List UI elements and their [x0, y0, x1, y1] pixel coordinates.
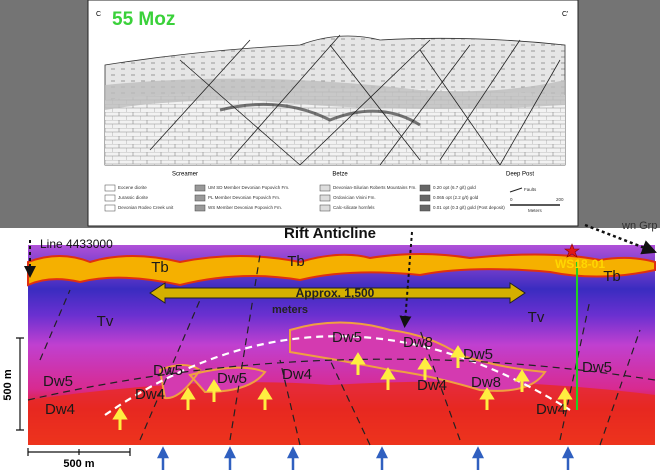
- drillhole-label: WS18-01: [555, 257, 605, 271]
- place: Deep Post: [506, 172, 534, 178]
- blue-arrow: [375, 446, 389, 470]
- unit-label: Dw5: [332, 329, 362, 346]
- legend-swatch: [194, 204, 206, 212]
- unit-label: Tv: [97, 313, 114, 330]
- legend: Eocene diorite Jurassic diorite Devonian R…: [104, 184, 564, 213]
- feeder-arrow: [350, 352, 366, 375]
- unit-label: Dw4: [536, 401, 566, 418]
- width-label: Approx. 1,500: [296, 286, 375, 300]
- place: Betze: [332, 172, 348, 178]
- legend-text: Devonian-Silurian Roberts Mountains Fm.: [333, 185, 417, 190]
- legend-swatch: [104, 184, 116, 192]
- blue-arrows: [156, 446, 575, 470]
- unit-label: Dw5: [153, 362, 183, 379]
- legend-text: Jurassic diorite: [118, 195, 149, 200]
- unit-label: Tv: [528, 309, 545, 326]
- legend-text: Faults: [524, 187, 537, 192]
- legend-text: Devonian Rodeo Creek unit: [118, 205, 174, 210]
- gold-zones: [158, 321, 547, 400]
- unit-label: Dw4: [417, 377, 447, 394]
- feeder-arrow: [112, 407, 128, 430]
- legend-swatch: [419, 204, 431, 212]
- unit-label: Dw5: [217, 370, 247, 387]
- legend-swatch: [104, 204, 116, 212]
- drillhole-star: [564, 243, 580, 258]
- legend-text: Meters: [528, 208, 543, 213]
- feeder-arrow: [380, 367, 396, 390]
- feeder-arrow: [450, 345, 466, 368]
- line-label: Line 4433000: [40, 237, 113, 251]
- vertical-scale-label: 500 m: [2, 369, 14, 400]
- blue-arrow: [471, 446, 485, 470]
- resource-label: 55 Moz: [112, 9, 175, 30]
- blue-arrow: [561, 446, 575, 470]
- corner-label: wn Grp: [621, 220, 657, 232]
- legend-swatch: [104, 194, 116, 202]
- legend-swatch: [319, 194, 331, 202]
- feeder-arrow: [557, 387, 573, 410]
- feeder-arrow: [479, 387, 495, 410]
- legend-swatch: [509, 187, 523, 193]
- width-arrow: [149, 282, 526, 304]
- legend-swatch: [194, 194, 206, 202]
- feeder-arrow: [257, 387, 273, 410]
- section-end: C': [562, 11, 568, 18]
- section-start: C: [96, 11, 101, 18]
- unit-label: Tb: [287, 253, 305, 270]
- unit-label: Dw8: [471, 374, 501, 391]
- width-unit: meters: [272, 304, 308, 316]
- feeder-arrow: [206, 379, 222, 402]
- legend-text: 0.065 opt (2.2 g/t) gold: [433, 195, 479, 200]
- vertical-scale-bar: [16, 337, 24, 431]
- legend-swatch: [319, 184, 331, 192]
- legend-text: PL Member Devonian Popovich Fm.: [208, 195, 280, 200]
- feeder-arrow: [180, 387, 196, 410]
- unit-labels: Tb Tb Tb Tv Tv Dw5 Dw5 Dw5 Dw5 Dw5 Dw5 Dw8 Dw8 Dw4 Dw4…: [43, 253, 621, 418]
- legend-text: 0: [510, 197, 513, 202]
- legend-text: WS Member Devonian Popovich Fm.: [208, 205, 282, 210]
- legend-swatch: [419, 184, 431, 192]
- unit-label: Dw5: [582, 359, 612, 376]
- blue-arrow: [156, 446, 170, 470]
- unit-label: Dw5: [463, 346, 493, 363]
- feeder-arrow: [514, 369, 530, 392]
- feeder-arrows: [112, 345, 573, 430]
- feeder-arrow: [417, 357, 433, 380]
- legend-text: 0.01 opt (0.3 g/t) gold (Post deposit): [433, 205, 505, 210]
- legend-text: Calc-silicate hornfels: [333, 205, 375, 210]
- unit-label: Dw4: [282, 366, 312, 383]
- cross-section-drawing: [104, 34, 566, 166]
- section-title: Rift Anticline: [284, 225, 376, 242]
- legend-text: Ordovician Vinini Fm.: [333, 195, 376, 200]
- anticline-axis: [104, 335, 571, 416]
- legend-swatch: [419, 194, 431, 202]
- unit-label: Dw8: [403, 334, 433, 351]
- blue-arrow: [223, 446, 237, 470]
- unit-label: Dw4: [135, 386, 165, 403]
- faults: [27, 254, 656, 446]
- horizontal-scale-label: 500 m: [63, 458, 94, 470]
- legend-text: 0.20 opt (6.7 g/t) gold: [433, 185, 476, 190]
- legend-swatch: [319, 204, 331, 212]
- tb-layer: [27, 253, 656, 287]
- horizontal-scale-bar: [27, 448, 131, 456]
- unit-label: Dw4: [45, 401, 75, 418]
- unit-label: Tb: [603, 268, 621, 285]
- blue-arrow: [286, 446, 300, 470]
- legend-swatch: [194, 184, 206, 192]
- legend-text: Eocene diorite: [118, 185, 147, 190]
- legend-text: 200: [556, 197, 564, 202]
- unit-label: Tb: [151, 259, 169, 276]
- unit-label: Dw5: [43, 373, 73, 390]
- place: Screamer: [172, 172, 198, 178]
- legend-text: UM SD Member Devonian Popovich Fm.: [208, 185, 289, 190]
